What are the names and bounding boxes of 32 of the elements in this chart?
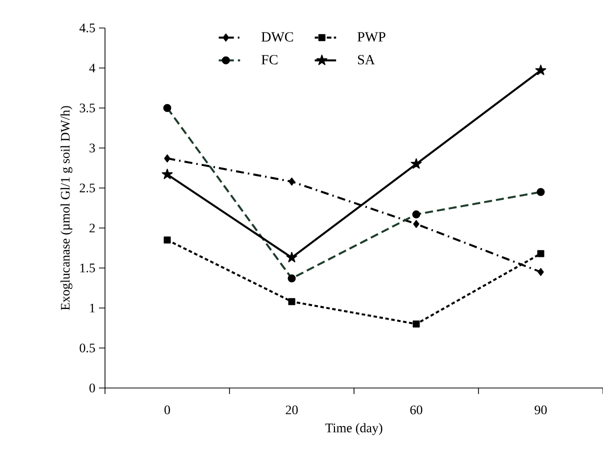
point — [412, 320, 420, 328]
y-tick-label: 0 — [89, 384, 95, 392]
y-tick-label: 1.5 — [80, 264, 95, 272]
x-axis-title: Time (day) — [325, 423, 382, 435]
x-tick-label: 60 — [410, 406, 422, 414]
y-tick-label: 3 — [90, 144, 95, 152]
y-tick-label: 4.5 — [79, 24, 95, 32]
y-tick-label: 2 — [90, 224, 95, 232]
y-tick-label: 4 — [89, 64, 96, 72]
legend-label: DWC — [262, 32, 293, 42]
point — [164, 154, 170, 162]
point — [537, 250, 544, 258]
point — [164, 236, 171, 244]
y-tick-label: 0.5 — [80, 344, 95, 352]
legend-label: FC — [262, 54, 278, 64]
point — [410, 158, 422, 169]
y-tick-label: 3.5 — [80, 104, 95, 112]
x-tick-label: 20 — [286, 406, 298, 414]
point — [288, 178, 295, 186]
x-tick-label: 90 — [534, 406, 547, 414]
legend-label: PWP — [358, 32, 386, 42]
point — [162, 168, 173, 180]
point — [535, 64, 546, 76]
y-tick-label: 1 — [90, 304, 95, 312]
y-tick-label: 2.5 — [80, 184, 95, 192]
point — [413, 220, 420, 228]
point — [538, 268, 544, 276]
point — [286, 252, 298, 262]
legend-label: SA — [358, 54, 375, 64]
x-tick-label: 0 — [164, 406, 170, 414]
point — [288, 298, 296, 306]
y-axis-title: Exoglucanase (µmol Gl/1 g soil DW/h) — [60, 106, 72, 310]
